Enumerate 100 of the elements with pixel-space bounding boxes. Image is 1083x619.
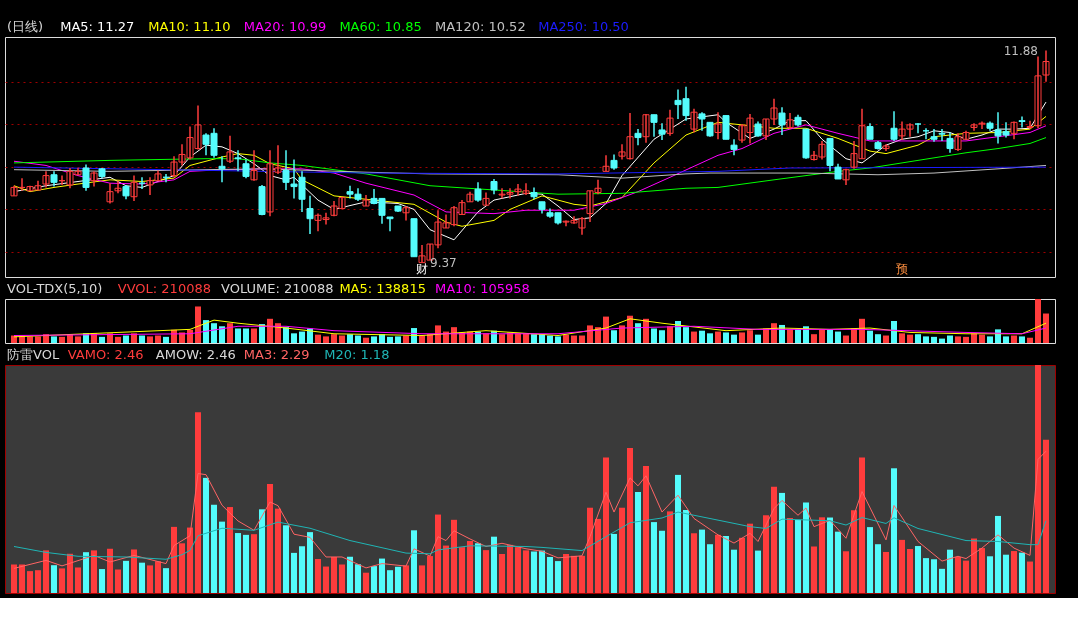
bar — [539, 550, 545, 593]
bar — [187, 527, 193, 593]
text: MA5: 11.27 — [60, 19, 135, 34]
bar — [251, 328, 257, 343]
bar — [547, 556, 553, 593]
bar — [691, 533, 697, 593]
bar — [915, 546, 921, 593]
bar — [203, 477, 209, 593]
bar — [499, 334, 505, 343]
bar — [419, 565, 425, 593]
bar — [451, 519, 457, 593]
text: MA60: 10.85 — [339, 19, 422, 34]
candlestick — [394, 205, 402, 213]
candlestick — [122, 184, 130, 200]
bar — [595, 518, 601, 593]
bar — [339, 335, 345, 343]
bar — [619, 325, 625, 343]
bar — [611, 330, 617, 343]
bar — [283, 327, 289, 343]
bar — [243, 328, 249, 343]
candlestick — [794, 114, 802, 128]
bar — [707, 333, 713, 343]
bar — [947, 549, 953, 593]
candlestick — [1026, 119, 1034, 130]
candlestick — [882, 143, 890, 152]
bar — [715, 331, 721, 343]
candlestick — [1018, 115, 1026, 129]
candlestick — [698, 111, 706, 132]
bar — [99, 336, 105, 343]
text: AMOW: 2.46 — [155, 347, 236, 362]
candlestick — [938, 128, 946, 142]
bar — [755, 334, 761, 343]
annotation: 预 — [896, 262, 908, 276]
bar — [27, 571, 33, 593]
bar — [563, 554, 569, 593]
bar — [371, 336, 377, 343]
bar — [435, 514, 441, 593]
bar — [891, 321, 897, 343]
bar — [1043, 313, 1049, 343]
candlestick — [98, 167, 106, 179]
bar — [275, 323, 281, 343]
text: MA10: 11.10 — [148, 19, 231, 34]
bar — [531, 334, 537, 343]
bar — [771, 486, 777, 593]
bar — [771, 323, 777, 343]
bar — [299, 546, 305, 593]
bar — [123, 335, 129, 343]
text: MA20: 10.99 — [243, 19, 327, 34]
bar — [563, 334, 569, 343]
bar — [411, 530, 417, 593]
bar — [147, 565, 153, 593]
bar — [171, 526, 177, 593]
bar — [1043, 439, 1049, 593]
bar — [43, 550, 49, 593]
bar — [267, 484, 273, 593]
bar — [779, 492, 785, 593]
bar — [843, 551, 849, 593]
bar — [859, 457, 865, 593]
bar — [499, 554, 505, 593]
candlestick — [602, 154, 610, 173]
bar — [51, 565, 57, 593]
bar — [483, 550, 489, 593]
bar — [363, 337, 369, 343]
bar — [715, 534, 721, 593]
bar — [243, 534, 249, 593]
candlestick — [658, 122, 666, 141]
bar — [131, 549, 137, 593]
bar — [987, 336, 993, 343]
bar — [531, 551, 537, 593]
bar — [827, 329, 833, 343]
bar — [1027, 561, 1033, 593]
bar — [755, 550, 761, 593]
bar — [115, 336, 121, 343]
bar — [795, 519, 801, 593]
candlestick — [42, 170, 50, 189]
bar — [75, 336, 81, 343]
bar — [883, 551, 889, 593]
bar — [795, 329, 801, 343]
candlestick — [866, 122, 874, 140]
bar — [587, 325, 593, 343]
bar — [75, 567, 81, 593]
bar — [283, 525, 289, 593]
bar — [739, 537, 745, 593]
bar — [219, 326, 225, 343]
candlestick — [90, 170, 98, 188]
bar — [163, 336, 169, 343]
candlestick — [930, 128, 938, 143]
bar — [747, 523, 753, 593]
candlestick — [834, 163, 842, 180]
text: MA120: 10.52 — [435, 19, 526, 34]
bar — [883, 335, 889, 343]
bar — [211, 504, 217, 593]
bar — [219, 521, 225, 593]
bar — [731, 549, 737, 593]
bar — [1019, 336, 1025, 343]
bar — [299, 331, 305, 343]
bar — [707, 544, 713, 593]
bar — [651, 328, 657, 343]
bar — [835, 331, 841, 343]
bar — [211, 323, 217, 343]
